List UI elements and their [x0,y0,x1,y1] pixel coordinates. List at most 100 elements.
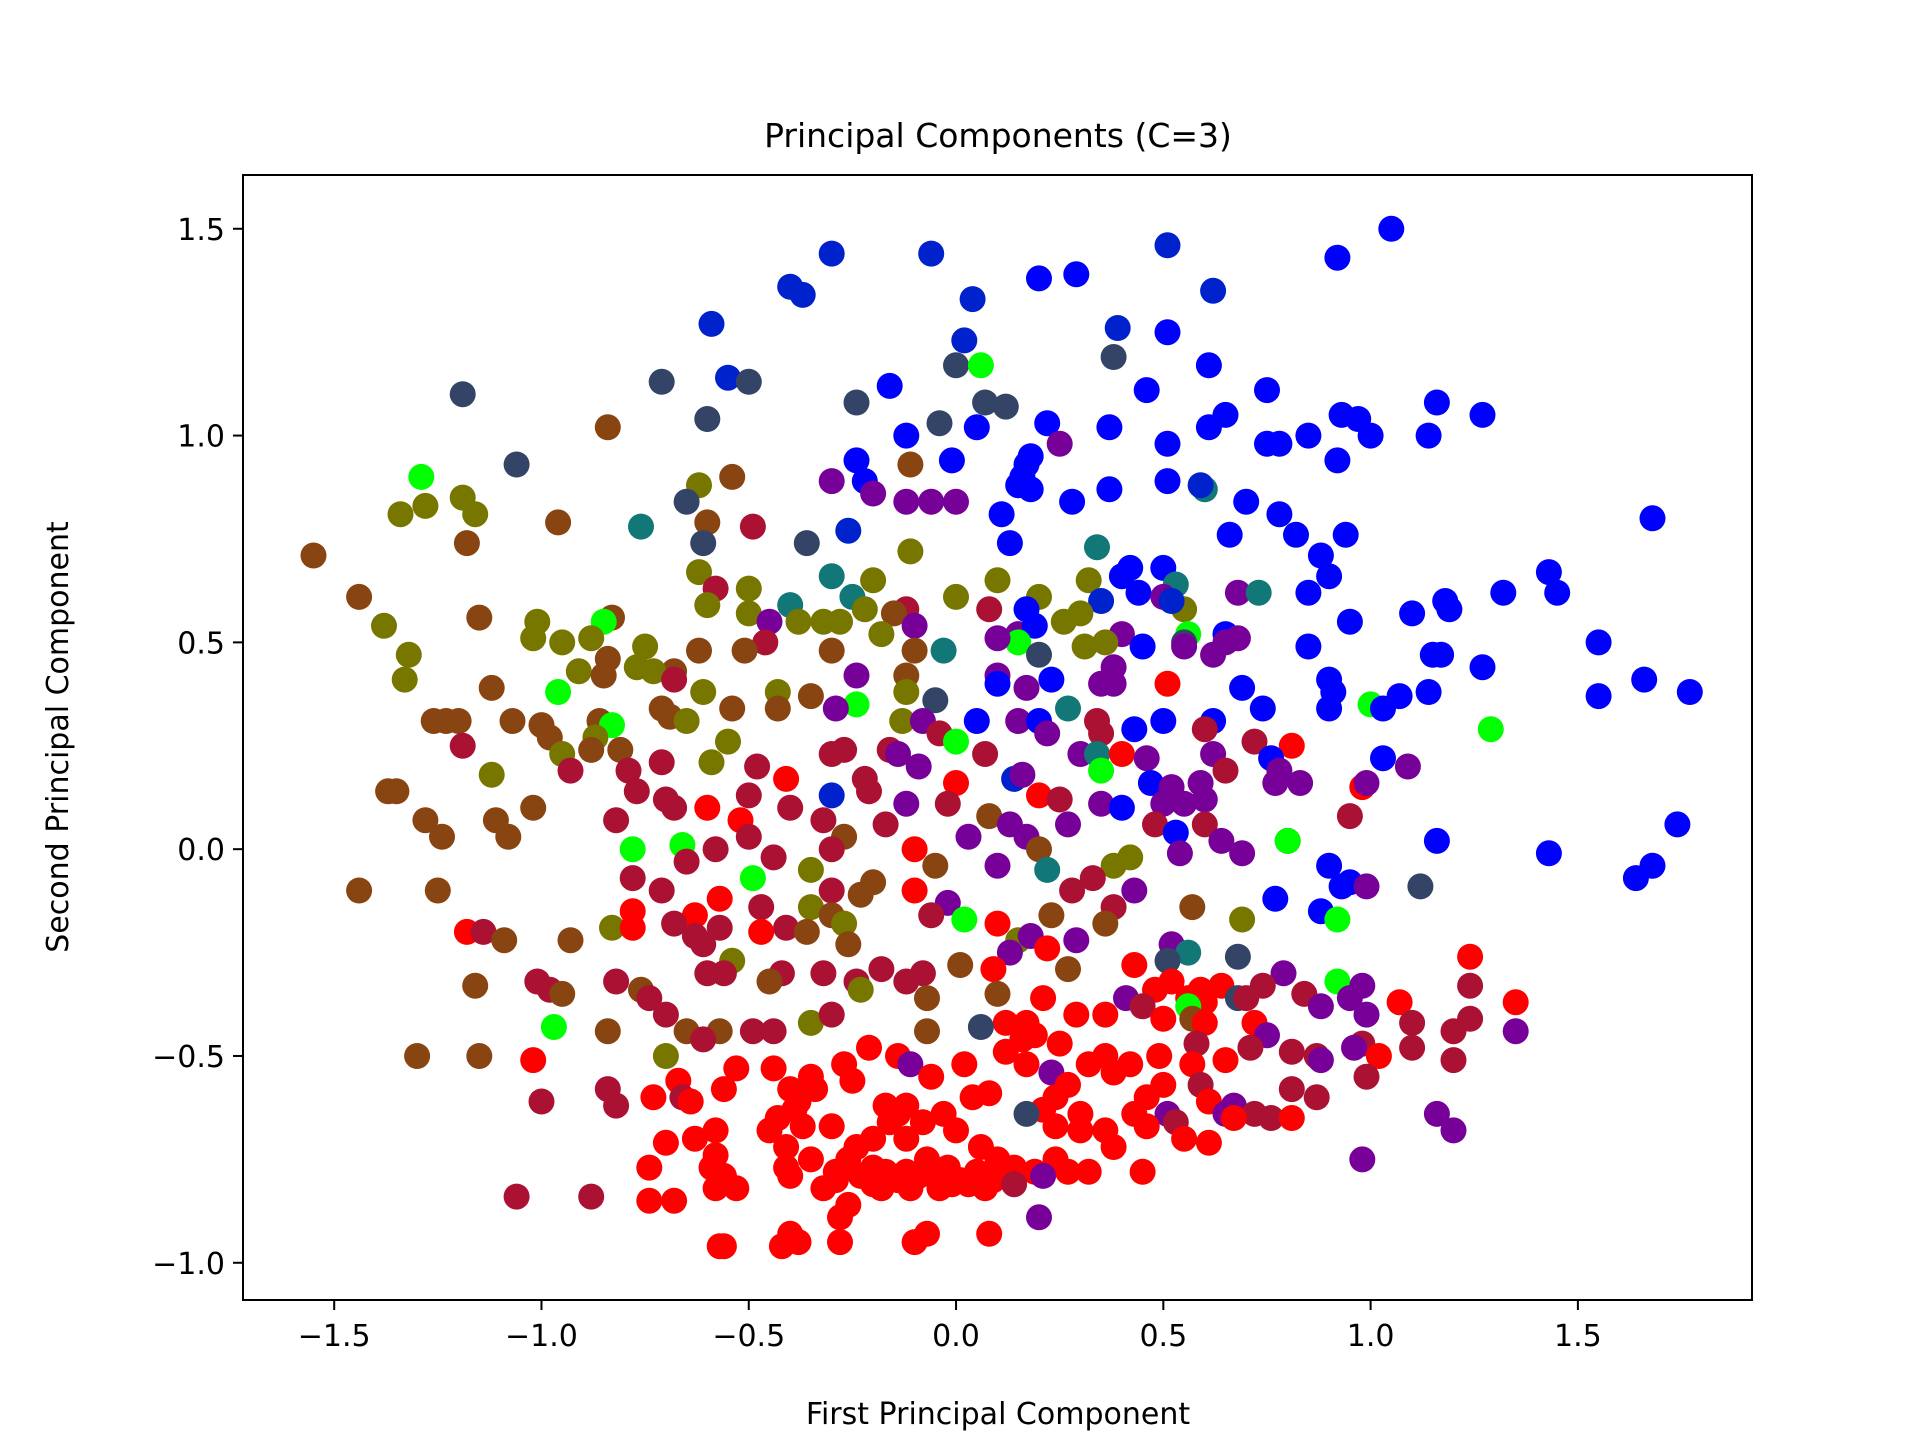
data-point [1013,674,1040,701]
data-point [1154,430,1181,457]
data-point [1075,1051,1102,1078]
data-point [1038,666,1065,693]
data-point [1050,608,1077,635]
data-point [1469,654,1496,681]
data-point [1046,430,1073,457]
data-point [1171,1125,1198,1152]
data-point [1055,811,1081,838]
y-tick-label: 0.0 [177,833,225,868]
data-point [412,807,439,834]
data-point [992,1038,1019,1065]
data-point [1295,633,1322,660]
data-point [1535,840,1562,867]
data-point [943,770,969,796]
data-point [1092,910,1119,937]
data-point [1249,695,1276,722]
data-point [1100,852,1127,879]
data-point [980,956,1007,983]
data-point [1353,1001,1380,1028]
data-point [1179,894,1206,921]
data-point [1001,1171,1028,1198]
data-point [1490,579,1517,606]
data-point [934,790,961,817]
data-point [1307,542,1334,569]
data-point [1021,1022,1048,1049]
data-point [1026,782,1052,809]
data-point [1216,521,1243,548]
data-point [520,794,547,821]
data-point [1270,960,1297,987]
y-axis: −1.0 −0.5 0.0 0.5 1.0 1.5 [152,213,243,1282]
data-point [1200,641,1227,668]
data-point [578,1183,605,1210]
data-point [499,708,526,734]
data-point [694,960,721,987]
data-point [789,1113,816,1140]
data-point [603,1092,630,1119]
data-point [1071,633,1098,660]
data-point [1088,720,1115,747]
data-point [885,741,911,767]
data-point [698,310,725,337]
y-axis-label: Second Principal Component [41,521,76,953]
data-point [1154,947,1181,974]
data-point [901,1229,928,1256]
data-point [860,567,887,594]
data-point [1278,732,1305,759]
y-tick-label: 0.5 [177,626,225,661]
data-point [1370,745,1396,772]
data-point [1067,1117,1094,1144]
data-point [661,666,688,693]
data-point [818,1113,845,1140]
data-point [495,823,522,850]
data-point [735,782,762,809]
data-point [876,1109,903,1136]
data-point [673,488,700,515]
data-point [773,765,800,792]
data-point [976,1080,1003,1107]
data-point [955,823,982,850]
data-point [690,931,717,958]
data-point [872,811,899,838]
data-point [1349,1146,1376,1173]
data-point [880,600,907,627]
data-point [1324,244,1351,271]
data-point [590,662,617,689]
data-point [1324,906,1351,933]
data-point [843,691,870,718]
data-point [694,592,721,619]
data-point [827,1204,853,1231]
data-point [918,902,945,929]
data-point [1676,679,1703,705]
data-point [1266,430,1293,457]
data-point [1316,852,1343,879]
data-point [1407,873,1434,900]
data-point [918,488,945,515]
data-point [686,559,712,586]
data-point [1254,377,1280,404]
data-point [1386,989,1413,1016]
data-point [992,1009,1019,1036]
data-point [756,1117,783,1144]
data-point [889,708,916,734]
data-point [984,852,1011,879]
data-point [1457,1005,1484,1032]
data-point [876,372,903,399]
data-point [1332,521,1359,548]
data-point [963,414,990,441]
data-point [972,389,999,416]
data-point [1063,1001,1090,1028]
data-point [1017,476,1044,503]
data-point [1034,856,1061,883]
data-point [951,1051,978,1078]
data-point [914,985,940,1012]
data-point [1357,422,1384,449]
data-point [1262,770,1289,796]
data-point [1353,1063,1380,1090]
data-point [868,621,895,648]
data-point [905,753,932,780]
data-point [1428,641,1455,668]
data-point [773,914,800,941]
data-point [856,778,882,805]
